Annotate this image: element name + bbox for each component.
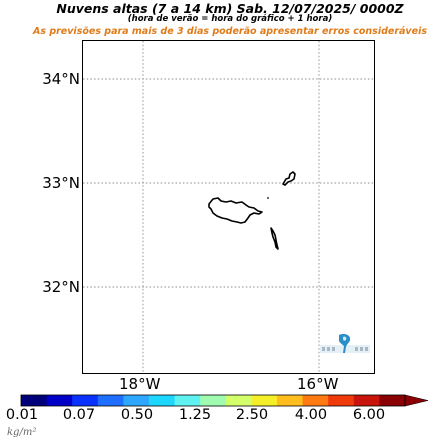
colorbar-segment: [72, 395, 99, 406]
madeira-island: [208, 197, 263, 224]
meteorology-logo-icon: [320, 334, 370, 353]
islet-dot: [267, 197, 269, 199]
lat-label-33n: 33°N: [42, 174, 80, 192]
colorbar-segment: [353, 395, 380, 406]
colorbar-segment: [277, 395, 304, 406]
colorbar-segment: [123, 395, 150, 406]
colorbar-segment: [200, 395, 227, 406]
lon-label-16w: 16°W: [297, 375, 339, 393]
chart-title: Nuvens altas (7 a 14 km) Sab. 12/07/2025…: [56, 1, 404, 16]
colorbar-segment: [46, 395, 73, 406]
colorbar-segment: [251, 395, 278, 406]
lat-label-32n: 32°N: [42, 278, 80, 296]
colorbar: [20, 394, 429, 407]
chart-subtitle: (hora de verão = hora do gráfico + 1 hor…: [127, 14, 333, 24]
colorbar-segment: [174, 395, 201, 406]
lon-label-18w: 18°W: [119, 375, 161, 393]
colorbar-segments: [21, 395, 406, 406]
colorbar-tick-label: 6.00: [352, 407, 386, 423]
colorbar-extend-arrow: [404, 394, 429, 407]
colorbar-tick-label: 4.00: [294, 407, 328, 423]
colorbar-segment: [328, 395, 355, 406]
colorbar-segment: [149, 395, 176, 406]
colorbar-segment: [379, 395, 406, 406]
colorbar-segment: [302, 395, 329, 406]
forecast-warning: As previsões para mais de 3 dias poderão…: [33, 26, 427, 37]
colorbar-tick-label: 0.07: [62, 407, 96, 423]
colorbar-tick-label: 0.50: [120, 407, 154, 423]
colorbar-segment: [21, 395, 48, 406]
lat-label-34n: 34°N: [42, 70, 80, 88]
desertas-islands: [270, 227, 279, 250]
colorbar-segment: [225, 395, 252, 406]
colorbar-tick-label: 0.01: [5, 407, 39, 423]
colorbar-units: kg/m²: [7, 427, 37, 438]
colorbar-segment: [97, 395, 124, 406]
map-canvas: [83, 41, 374, 373]
colorbar-tick-label: 2.50: [235, 407, 269, 423]
porto-santo-island: [282, 171, 296, 186]
colorbar-tick-label: 1.25: [178, 407, 212, 423]
colorbar-outline: [20, 394, 406, 407]
map-panel: [82, 40, 375, 374]
